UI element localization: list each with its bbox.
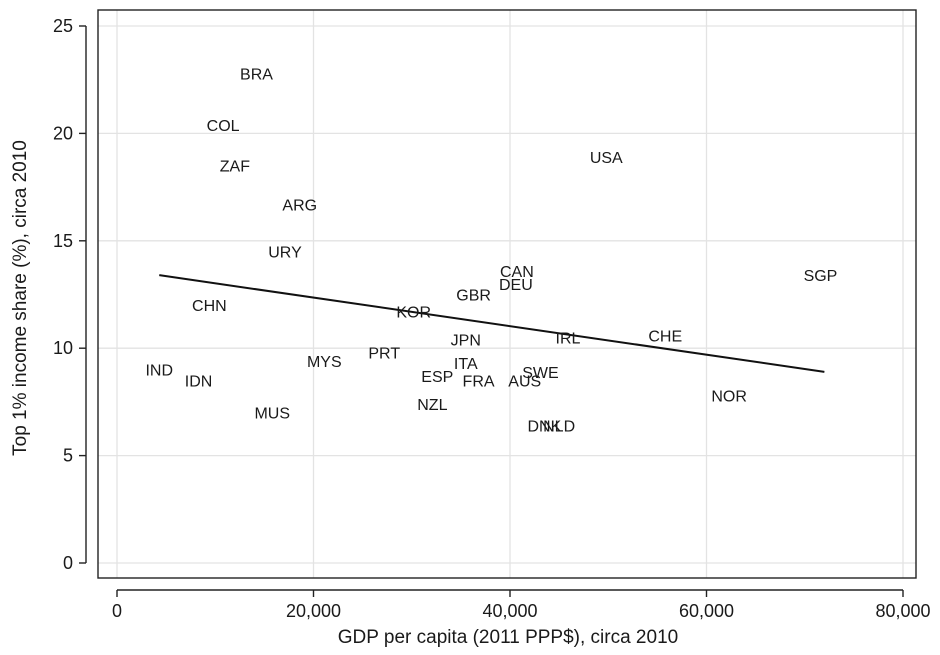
point-label-fra: FRA: [463, 373, 495, 390]
x-tick-label: 0: [112, 601, 122, 621]
point-label-gbr: GBR: [456, 288, 491, 305]
point-label-dnk: DNK: [527, 419, 561, 436]
point-label-arg: ARG: [282, 197, 317, 214]
y-tick-label: 0: [63, 553, 73, 573]
point-label-mus: MUS: [254, 406, 290, 423]
x-tick-labels: 0 20,000 40,000 60,000 80,000: [112, 601, 931, 621]
point-label-che: CHE: [648, 328, 682, 345]
point-label-ury: URY: [268, 245, 302, 262]
x-tick-label: 60,000: [679, 601, 734, 621]
x-tick-label: 20,000: [286, 601, 341, 621]
point-label-col: COL: [207, 118, 240, 135]
point-label-usa: USA: [590, 150, 623, 167]
point-label-prt: PRT: [368, 345, 400, 362]
point-label-deu: DEU: [499, 277, 533, 294]
tick-marks: [79, 25, 904, 597]
point-label-bra: BRA: [240, 66, 273, 83]
x-tick-label: 80,000: [875, 601, 930, 621]
y-tick-label: 25: [53, 16, 73, 36]
fit-line-group: [159, 274, 825, 373]
fit-line: [159, 274, 825, 373]
point-label-esp: ESP: [421, 369, 453, 386]
y-tick-labels: 0 5 10 15 20 25: [53, 16, 73, 573]
point-label-kor: KOR: [396, 305, 431, 322]
point-label-mys: MYS: [307, 354, 342, 371]
plot-frame: [97, 9, 917, 579]
point-label-nld: NLD: [543, 419, 575, 436]
y-tick-label: 10: [53, 338, 73, 358]
point-label-jpn: JPN: [451, 333, 481, 350]
y-tick-label: 15: [53, 231, 73, 251]
y-tick-label: 5: [63, 446, 73, 466]
gridlines: [98, 10, 916, 578]
point-label-nzl: NZL: [417, 397, 447, 414]
y-tick-label: 20: [53, 123, 73, 143]
x-tick-label: 40,000: [482, 601, 537, 621]
point-label-sgp: SGP: [804, 268, 838, 285]
point-label-swe: SWE: [522, 365, 558, 382]
point-label-chn: CHN: [192, 298, 227, 315]
point-label-nor: NOR: [711, 388, 747, 405]
point-label-aus: AUS: [508, 373, 541, 390]
point-label-irl: IRL: [556, 330, 581, 347]
point-label-ita: ITA: [454, 356, 478, 373]
x-axis-title: GDP per capita (2011 PPP$), circa 2010: [338, 627, 678, 648]
point-label-can: CAN: [500, 264, 534, 281]
point-label-zaf: ZAF: [220, 159, 250, 176]
point-label-ind: IND: [145, 363, 173, 380]
point-label-idn: IDN: [185, 373, 213, 390]
y-axis-title: Top 1% income share (%), circa 2010: [10, 140, 31, 456]
